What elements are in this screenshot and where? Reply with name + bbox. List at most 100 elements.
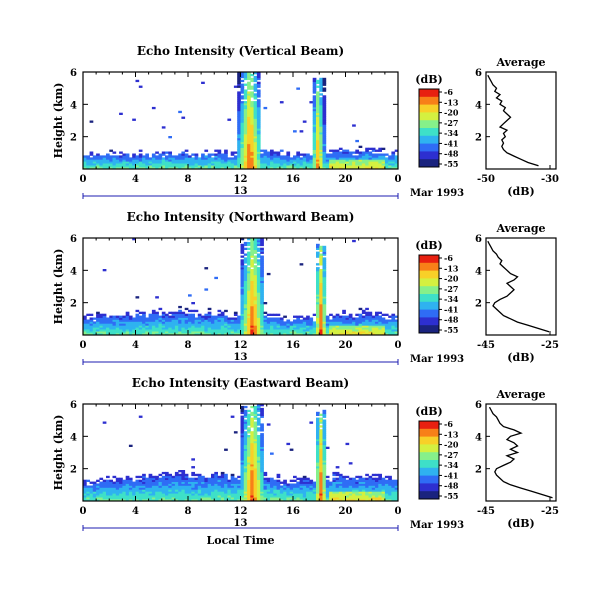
- heatmap-cell: [286, 497, 291, 500]
- heatmap-cell: [122, 329, 127, 332]
- heatmap-cell: [230, 333, 235, 336]
- heatmap-cell: [106, 165, 110, 168]
- heatmap-cell: [348, 495, 353, 498]
- heatmap-cell: [348, 151, 353, 154]
- heatmap-cell: [365, 481, 369, 484]
- heatmap-cell: [201, 157, 205, 160]
- heatmap-cell: [378, 165, 382, 168]
- heatmap-cell: [322, 450, 327, 453]
- colorbar-swatch: [419, 467, 439, 477]
- heatmap-cell: [293, 487, 297, 490]
- heatmap-cell: [332, 321, 337, 324]
- heatmap-cell: [86, 499, 90, 502]
- heatmap-cell: [122, 321, 127, 324]
- heatmap-cell: [191, 471, 195, 475]
- heatmap-cell: [240, 464, 245, 467]
- heatmap-cell: [125, 497, 130, 500]
- heatmap-cell: [283, 163, 287, 166]
- heatmap-cell: [322, 122, 327, 125]
- heatmap-cell: [256, 454, 261, 457]
- heatmap-cell: [207, 477, 212, 480]
- heatmap-cell: [296, 325, 300, 328]
- heatmap-cell: [207, 311, 212, 314]
- heatmap-cell: [322, 413, 327, 416]
- heatmap-cell: [260, 239, 264, 243]
- heatmap-cell: [286, 327, 291, 330]
- heatmap-cell: [365, 149, 369, 152]
- heatmap-cell: [253, 139, 258, 143]
- heatmap-cell: [119, 329, 123, 332]
- heatmap-cell: [240, 124, 245, 127]
- heatmap-cell: [335, 466, 340, 469]
- heatmap-cell: [184, 323, 189, 326]
- heatmap-cell: [250, 269, 254, 272]
- heatmap-cell: [201, 329, 205, 332]
- heatmap-cell: [260, 452, 264, 455]
- heatmap-cell: [211, 329, 215, 332]
- heatmap-cell: [220, 499, 225, 502]
- heatmap-cell: [115, 165, 120, 168]
- heatmap-cell: [316, 153, 320, 156]
- heatmap-cell: [171, 477, 176, 480]
- heatmap-cell: [316, 433, 320, 436]
- heatmap-cell: [329, 157, 333, 160]
- heatmap-cell: [211, 485, 215, 488]
- heatmap-cell: [207, 491, 212, 494]
- heatmap-cell: [233, 313, 238, 316]
- colorbar-swatch: [419, 475, 439, 484]
- heatmap-cell: [256, 241, 261, 245]
- heatmap-cell: [309, 159, 314, 162]
- heatmap-cell: [194, 331, 199, 334]
- heatmap-cell: [394, 159, 399, 162]
- heatmap-cell: [365, 489, 369, 492]
- heatmap-cell: [388, 489, 392, 492]
- heatmap-cell: [217, 329, 222, 332]
- heatmap-cell: [253, 437, 258, 440]
- heatmap-cell: [279, 159, 284, 162]
- heatmap-cell: [106, 485, 110, 488]
- heatmap-cell: [204, 321, 209, 324]
- heatmap-cell: [194, 495, 199, 498]
- heatmap-cell: [214, 499, 218, 502]
- heatmap-cell: [279, 165, 284, 168]
- heatmap-cell: [384, 479, 389, 482]
- heatmap-cell: [368, 153, 373, 156]
- heatmap-cell: [299, 491, 304, 494]
- heatmap-cell: [256, 151, 261, 154]
- heatmap-cell: [178, 491, 182, 494]
- heatmap-cell: [270, 149, 274, 152]
- colorbar-tick-label: -55: [444, 159, 458, 169]
- heatmap-cell: [184, 165, 189, 168]
- heatmap-cell: [335, 497, 340, 500]
- heatmap-cell: [250, 448, 254, 451]
- heatmap-cell: [302, 319, 307, 322]
- heatmap-cell: [220, 155, 225, 158]
- heatmap-cell: [250, 417, 254, 420]
- heatmap-cell: [316, 157, 320, 160]
- heatmap-cell: [253, 124, 258, 127]
- heatmap-cell: [240, 446, 245, 449]
- heatmap-cell: [332, 157, 337, 160]
- heatmap-cell: [371, 321, 376, 324]
- colorbar-tick-label: -41: [444, 470, 458, 480]
- heatmap-cell: [256, 331, 261, 334]
- heatmap-cell: [240, 143, 245, 147]
- heatmap-cell: [171, 475, 176, 479]
- heatmap-cell: [83, 167, 87, 170]
- heatmap-cell: [243, 159, 248, 162]
- heatmap-cell: [253, 448, 258, 451]
- heatmap-cell: [329, 485, 333, 488]
- heatmap-cell: [109, 487, 113, 490]
- heatmap-cell: [256, 460, 261, 463]
- heatmap-cell: [256, 450, 261, 453]
- profile-title: Average: [495, 388, 545, 401]
- heatmap-cell: [365, 159, 369, 162]
- heatmap-cell: [368, 483, 373, 486]
- heatmap-cell: [256, 497, 261, 500]
- heatmap-cell: [283, 315, 287, 318]
- heatmap-cell: [155, 327, 159, 330]
- heatmap-cell: [237, 97, 241, 100]
- heatmap-cell: [293, 327, 297, 330]
- heatmap-cell: [293, 157, 297, 160]
- heatmap-cell: [375, 329, 379, 332]
